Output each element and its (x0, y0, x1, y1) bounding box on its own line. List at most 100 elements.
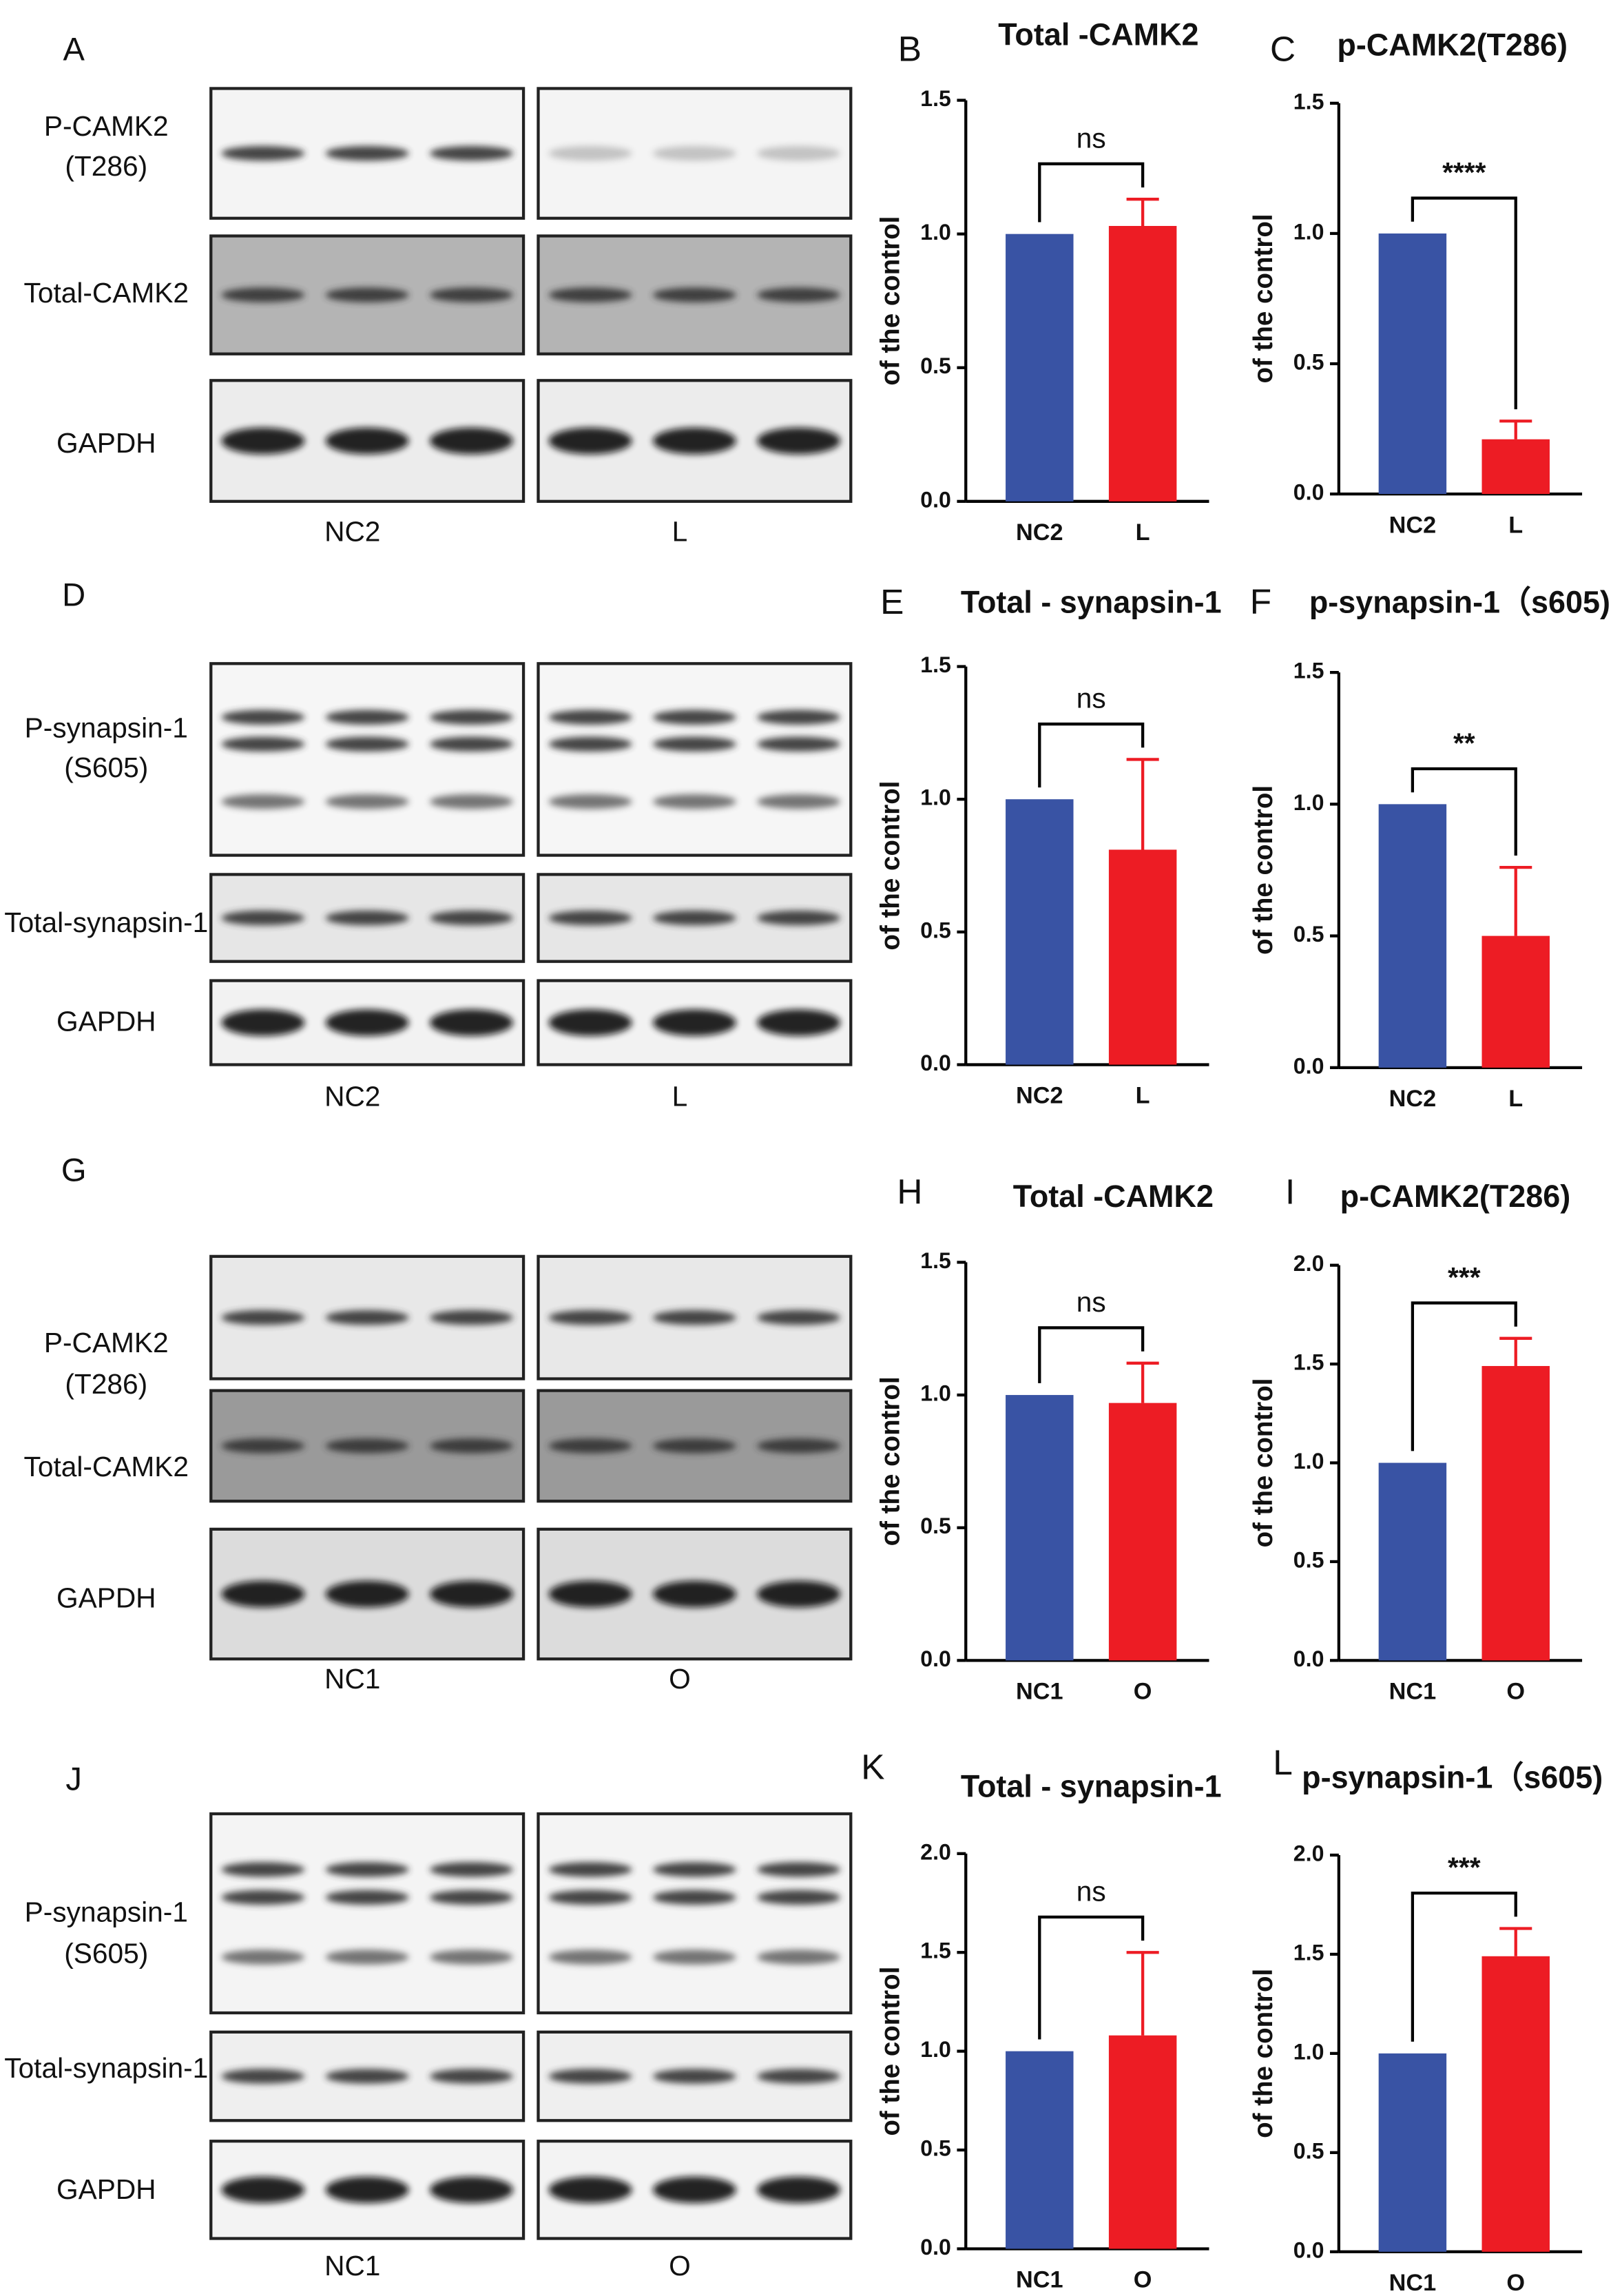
blot-band (652, 794, 736, 809)
blot-band (757, 1862, 841, 1877)
bar (1481, 439, 1550, 495)
significance-bracket (1038, 1326, 1145, 1383)
blot-band (325, 145, 409, 161)
blot-band (548, 2176, 632, 2204)
blot-band (221, 1890, 305, 1905)
blot-band (548, 427, 632, 455)
blot-group-label: NC2 (324, 1081, 380, 1113)
blot-band (221, 1438, 305, 1454)
blot-row-label: P-CAMK2 (44, 1327, 169, 1358)
significance-label: *** (1448, 1261, 1481, 1293)
blot-band (429, 910, 513, 926)
y-tick-label: 1.0 (1293, 790, 1324, 815)
x-tick-label: O (1134, 1679, 1152, 1705)
y-axis-label: of the control (875, 1967, 905, 2136)
bar (1481, 1365, 1550, 1661)
y-tick-label: 1.5 (1293, 89, 1324, 114)
blot-band (221, 1862, 305, 1877)
blot-band (429, 1009, 513, 1036)
blot-band (221, 145, 305, 161)
bar (1378, 2053, 1447, 2252)
blot-group-label: NC1 (324, 1663, 380, 1695)
blot-band (325, 1580, 409, 1608)
blot-band (652, 1890, 736, 1905)
significance-bracket (1411, 1301, 1517, 1451)
blot-band (757, 145, 841, 161)
x-tick-label: NC1 (1016, 2267, 1063, 2293)
x-tick-label: O (1506, 1679, 1525, 1705)
panel-letter: B (898, 28, 922, 68)
chart-title: p-CAMK2(T286) (1337, 27, 1568, 62)
blot-band (548, 710, 632, 725)
blot-band (757, 2069, 841, 2084)
x-tick-label: O (1506, 2270, 1525, 2296)
blot-band (548, 2069, 632, 2084)
y-tick-label: 0.5 (1293, 350, 1324, 375)
y-tick-label: 0.0 (920, 1051, 951, 1075)
y-axis-label: of the control (1249, 214, 1278, 383)
blot-band (221, 287, 305, 302)
y-tick-label: 0.5 (920, 2136, 951, 2161)
significance-label: ns (1077, 683, 1106, 714)
blot-band (325, 736, 409, 752)
blot-row-label: (S605) (64, 752, 148, 783)
bar (1108, 849, 1177, 1065)
blot-band (652, 1580, 736, 1608)
panel-letter: F (1250, 581, 1271, 621)
blot-band (548, 1580, 632, 1608)
blot-row-label: (T286) (65, 1368, 147, 1400)
blot-band (548, 1890, 632, 1905)
blot-row-label: (T286) (65, 150, 147, 182)
panel-letter: K (861, 1746, 884, 1786)
blot-band (652, 1438, 736, 1454)
blot-box (209, 662, 526, 857)
blot-band (325, 1862, 409, 1877)
y-tick-label: 0.0 (1293, 1646, 1324, 1671)
y-tick-label: 0.5 (920, 1513, 951, 1538)
blot-band (221, 427, 305, 455)
blot-band (757, 794, 841, 809)
bar (1378, 804, 1447, 1068)
bar (1378, 233, 1447, 495)
blot-band (652, 145, 736, 161)
blot-band (652, 2176, 736, 2204)
significance-bracket (1038, 722, 1145, 788)
error-bar (1499, 420, 1532, 439)
error-bar (1126, 758, 1159, 850)
blot-band (429, 1862, 513, 1877)
blot-row-label: GAPDH (56, 1582, 156, 1613)
x-tick-label: NC2 (1016, 519, 1063, 546)
blot-band (429, 427, 513, 455)
blot-row-label: P-CAMK2 (44, 110, 169, 142)
y-tick-label: 1.5 (920, 86, 951, 111)
bar (1378, 1462, 1447, 1661)
y-tick-label: 1.5 (1293, 659, 1324, 683)
y-tick-label: 0.0 (920, 2235, 951, 2259)
error-bar (1126, 1951, 1159, 2036)
blot-band (221, 736, 305, 752)
panel-letter: E (880, 581, 904, 621)
blot-band (325, 794, 409, 809)
blot-row-label: GAPDH (56, 427, 156, 459)
blot-band (652, 1949, 736, 1965)
x-tick-label: NC2 (1016, 1083, 1063, 1109)
blot-band (325, 1310, 409, 1325)
blot-band (652, 2069, 736, 2084)
blot-band (429, 1310, 513, 1325)
x-tick-label: L (1508, 512, 1523, 538)
blot-box (537, 662, 853, 857)
blot-band (548, 794, 632, 809)
chart-title: p-synapsin-1（s605) (1302, 1760, 1603, 1795)
blot-row-label: GAPDH (56, 1005, 156, 1037)
blot-band (429, 794, 513, 809)
chart-title: Total - synapsin-1 (961, 1768, 1222, 1803)
panel-letter: H (897, 1171, 922, 1211)
bar (1006, 234, 1074, 501)
blot-band (429, 2176, 513, 2204)
blot-band (757, 427, 841, 455)
y-tick-label: 1.0 (920, 785, 951, 810)
blot-band (652, 1310, 736, 1325)
significance-bracket (1411, 767, 1517, 856)
bar (1006, 799, 1074, 1065)
error-bar (1499, 866, 1532, 936)
